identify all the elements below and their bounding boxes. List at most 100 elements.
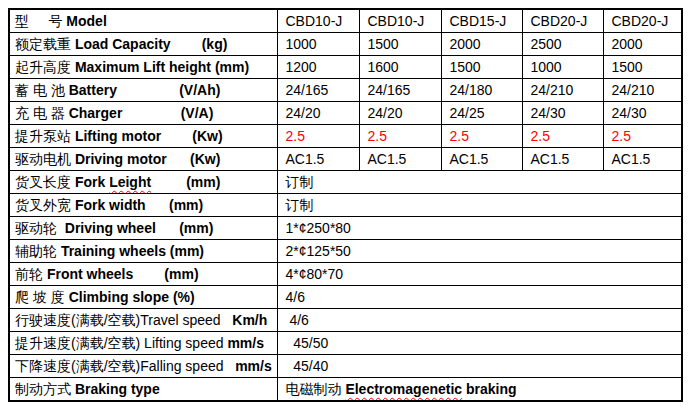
row-label-fork-length: 货叉长度 Fork Leight (mm): [9, 171, 277, 194]
text-segment: Lifting motor: [75, 128, 161, 144]
value-cell-max-lift-height-4: 1000: [522, 56, 603, 79]
table-row-driving-motor: 驱动电机 Driving motor (Kw)AC1.5AC1.5AC1.5AC…: [9, 148, 682, 171]
text-segment: Braking type: [75, 381, 160, 397]
value-cell-max-lift-height-2: 1600: [359, 56, 441, 79]
text-segment: Climbing slope (%): [69, 289, 195, 305]
row-label-falling-speed: 下降速度(满载/空载)Falling speed mm/s: [9, 355, 277, 378]
table-row-travel-speed: 行驶速度(满载/空载)Travel speed Km/h 4/6: [9, 309, 682, 332]
row-label-climbing-slope: 爬 坡 度 Climbing slope (%): [9, 286, 277, 309]
value-cell-battery-5: 24/210: [603, 79, 682, 102]
value-cell-battery-3: 24/180: [441, 79, 522, 102]
table-row-driving-wheel: 驱动轮 Driving wheel (mm)1*¢250*80: [9, 217, 682, 240]
text-segment: braking: [462, 381, 516, 397]
value-cell-lifting-motor-3: 2.5: [441, 125, 522, 148]
value-cell-front-wheels: 4*¢80*70: [277, 263, 682, 286]
table-row-training-wheels: 辅助轮 Training wheels (mm) 2*¢125*50: [9, 240, 682, 263]
value-cell-load-capacity-5: 2000: [603, 33, 682, 56]
value-cell-braking-type: 电磁制动 Electromagenetic braking: [277, 378, 682, 402]
row-label-training-wheels: 辅助轮 Training wheels (mm): [9, 240, 277, 263]
value-cell-battery-4: 24/210: [522, 79, 603, 102]
value-cell-driving-motor-3: AC1.5: [441, 148, 522, 171]
value-cell-max-lift-height-1: 1200: [277, 56, 359, 79]
text-segment: 前轮: [15, 266, 47, 282]
value-cell-load-capacity-3: 2000: [441, 33, 522, 56]
table-row-fork-width: 货叉外宽 Fork width (mm)订制: [9, 194, 682, 217]
table-row-max-lift-height: 起升高度 Maximum Lift height (mm)12001600150…: [9, 56, 682, 79]
text-segment: Driving motor: [75, 151, 167, 167]
text-segment: 驱动轮: [15, 220, 65, 236]
value-cell-battery-2: 24/165: [359, 79, 441, 102]
value-cell-model-2: CBD10-J: [359, 9, 441, 33]
text-segment: Charger: [69, 105, 123, 121]
value-cell-max-lift-height-5: 1500: [603, 56, 682, 79]
table-row-braking-type: 制动方式 Braking type电磁制动 Electromagenetic b…: [9, 378, 682, 402]
row-label-front-wheels: 前轮 Front wheels (mm): [9, 263, 277, 286]
row-label-driving-wheel: 驱动轮 Driving wheel (mm): [9, 217, 277, 240]
row-label-charger: 充 电 器 Charger (V/A): [9, 102, 277, 125]
text-segment: 辅助轮: [15, 243, 61, 259]
text-segment: 货叉长度: [15, 174, 75, 190]
value-cell-charger-3: 24/25: [441, 102, 522, 125]
table-row-fork-length: 货叉长度 Fork Leight (mm) 订制: [9, 171, 682, 194]
text-segment: (kg): [171, 36, 228, 52]
misspelled-text: Electromagenetic: [345, 381, 462, 397]
value-cell-load-capacity-2: 1500: [359, 33, 441, 56]
text-segment: Travel speed: [140, 312, 220, 328]
value-cell-model-5: CBD20-J: [603, 9, 682, 33]
value-cell-max-lift-height-3: 1500: [441, 56, 522, 79]
text-segment: 4/6: [286, 289, 305, 305]
text-segment: (mm): [133, 266, 198, 282]
document-page: 型 号 ModelCBD10-JCBD10-JCBD15-JCBD20-JCBD…: [0, 0, 688, 411]
table-row-battery: 蓄 电 池 Battery (V/Ah)24/16524/16524/18024…: [9, 79, 682, 102]
text-segment: 型 号: [15, 13, 66, 29]
value-cell-model-1: CBD10-J: [277, 9, 359, 33]
text-segment: 充 电 器: [15, 105, 69, 121]
text-segment: 订制: [286, 174, 314, 190]
value-cell-driving-wheel: 1*¢250*80: [277, 217, 682, 240]
text-segment: 4/6: [286, 312, 309, 328]
row-label-braking-type: 制动方式 Braking type: [9, 378, 277, 402]
value-cell-charger-1: 24/20: [277, 102, 359, 125]
value-cell-battery-1: 24/165: [277, 79, 359, 102]
row-label-load-capacity: 额定载重 Load Capacity (kg): [9, 33, 277, 56]
value-cell-training-wheels: 2*¢125*50: [277, 240, 682, 263]
text-segment: 2*¢125*50: [286, 243, 351, 259]
value-cell-fork-length: 订制: [277, 171, 682, 194]
text-segment: 电磁制动: [286, 381, 346, 397]
forklift-spec-table: 型 号 ModelCBD10-JCBD10-JCBD15-JCBD20-JCBD…: [8, 8, 683, 402]
value-cell-model-4: CBD20-J: [522, 9, 603, 33]
text-segment: (Kw): [167, 151, 221, 167]
text-segment: 蓄 电 池: [15, 82, 69, 98]
value-cell-driving-motor-1: AC1.5: [277, 148, 359, 171]
text-segment: 驱动电机: [15, 151, 75, 167]
value-cell-lifting-motor-1: 2.5: [277, 125, 359, 148]
value-cell-driving-motor-4: AC1.5: [522, 148, 603, 171]
text-segment: Fork width: [75, 197, 146, 213]
text-segment: (mm): [156, 220, 214, 236]
table-row-lifting-speed: 提升速度(满载/空载) Lifting speed mm/s 45/50: [9, 332, 682, 355]
value-cell-charger-4: 24/30: [522, 102, 603, 125]
text-segment: (mm): [151, 174, 220, 190]
text-segment: 订制: [286, 197, 314, 213]
text-segment: Training wheels (mm): [61, 243, 204, 259]
text-segment: Lifting speed: [144, 335, 227, 351]
value-cell-fork-width: 订制: [277, 194, 682, 217]
text-segment: (Kw): [161, 128, 222, 144]
row-label-driving-motor: 驱动电机 Driving motor (Kw): [9, 148, 277, 171]
table-row-front-wheels: 前轮 Front wheels (mm)4*¢80*70: [9, 263, 682, 286]
value-cell-lifting-motor-2: 2.5: [359, 125, 441, 148]
value-cell-driving-motor-2: AC1.5: [359, 148, 441, 171]
table-row-falling-speed: 下降速度(满载/空载)Falling speed mm/s 45/40: [9, 355, 682, 378]
table-row-load-capacity: 额定载重 Load Capacity (kg)10001500200025002…: [9, 33, 682, 56]
value-cell-climbing-slope: 4/6: [277, 286, 682, 309]
text-segment: 下降速度(满载/空载): [15, 358, 140, 374]
table-row-climbing-slope: 爬 坡 度 Climbing slope (%) 4/6: [9, 286, 682, 309]
value-cell-lifting-motor-4: 2.5: [522, 125, 603, 148]
table-body: 型 号 ModelCBD10-JCBD10-JCBD15-JCBD20-JCBD…: [9, 9, 682, 401]
value-cell-driving-motor-5: AC1.5: [603, 148, 682, 171]
row-label-lifting-speed: 提升速度(满载/空载) Lifting speed mm/s: [9, 332, 277, 355]
text-segment: (V/Ah): [117, 82, 220, 98]
text-segment: 货叉外宽: [15, 197, 75, 213]
value-cell-charger-2: 24/20: [359, 102, 441, 125]
row-label-battery: 蓄 电 池 Battery (V/Ah): [9, 79, 277, 102]
